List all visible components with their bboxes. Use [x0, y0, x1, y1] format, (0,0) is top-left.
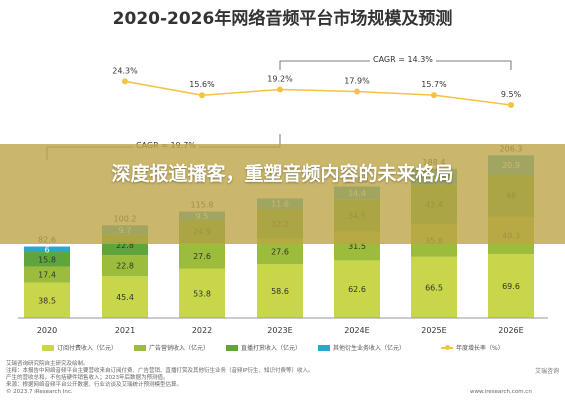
bar-value-label: 31.5 — [348, 242, 366, 251]
x-tick-label: 2025E — [421, 326, 446, 335]
bar-value-label: 27.6 — [271, 247, 289, 256]
bar-value-label: 27.6 — [193, 252, 211, 261]
bar-value-label: 45.4 — [116, 293, 134, 302]
bar-segment — [24, 282, 70, 318]
bar-segment — [24, 266, 70, 283]
growth-rate-label: 9.5% — [501, 90, 522, 99]
bar-segment — [102, 276, 148, 318]
legend-label: 订阅付费收入（亿元） — [57, 345, 118, 352]
legend-swatch — [226, 344, 238, 351]
bar-value-label: 53.8 — [193, 289, 211, 298]
bar-value-label: 38.5 — [38, 296, 56, 305]
growth-line — [124, 80, 512, 106]
legend-item-advertising: 广告营销收入（亿元） — [134, 343, 209, 352]
growth-point — [354, 88, 360, 95]
bar-value-label: 62.6 — [348, 285, 366, 294]
x-tick-label: 2020 — [37, 326, 57, 335]
bar-value-label: 17.4 — [38, 271, 56, 280]
legend-item-other: 其他衍生业务收入（亿元） — [318, 343, 405, 352]
legend-swatch — [318, 344, 330, 351]
legend-item-livestream: 直播打赏收入（亿元） — [226, 343, 301, 352]
bar-value-label: 66.5 — [425, 283, 443, 292]
legend-line-swatch — [441, 344, 453, 350]
overlay-headline: 深度报道播客，重塑音频内容的未来格局 — [111, 163, 454, 185]
website: www.iresearch.com.cn — [470, 389, 532, 395]
logo-text: 艾瑞咨询 — [534, 368, 559, 375]
legend-item-growth: 年度增长率（%） — [441, 343, 504, 352]
bar-segment — [257, 264, 303, 318]
copyright: © 2023.7 iResearch Inc. — [6, 389, 73, 395]
source-note-2: 注释：本报告中网络音频平台主要营收来自订阅付费、广告营销、直播打赏及其他衍生业务… — [6, 368, 314, 374]
bar-segment — [24, 246, 70, 253]
growth-rate-label: 17.9% — [344, 77, 370, 86]
bar-segment — [334, 260, 380, 318]
legend-label: 其他衍生业务收入（亿元） — [333, 345, 406, 352]
growth-rate-label: 24.3% — [112, 66, 138, 75]
bar-value-label: 69.6 — [502, 282, 520, 291]
x-tick-label: 2021 — [115, 326, 135, 335]
growth-point — [277, 86, 283, 93]
bar-segment — [102, 255, 148, 277]
x-tick-label: 2023E — [267, 326, 292, 335]
growth-rate-label: 15.7% — [421, 80, 447, 89]
growth-point — [122, 78, 128, 85]
legend-swatch — [42, 344, 54, 351]
legend-swatch — [134, 344, 146, 351]
growth-rate-label: 19.2% — [267, 74, 293, 83]
legend-label: 直播打赏收入（亿元） — [241, 345, 302, 352]
legend-label: 广告营销收入（亿元） — [149, 345, 210, 352]
legend-item-subscription: 订阅付费收入（亿元） — [42, 343, 117, 352]
bar-value-label: 15.8 — [38, 255, 56, 264]
growth-point — [199, 92, 205, 99]
bar-value-label: 58.6 — [271, 287, 289, 296]
overlay-banner — [0, 144, 565, 244]
x-tick-label: 2024E — [344, 326, 369, 335]
x-tick-label: 2022 — [192, 326, 212, 335]
bar-value-label: 22.8 — [116, 262, 134, 271]
source-note-3: 产生的营收总和，不包括硬件销售收入；2023年后数据为预测值。 — [6, 375, 169, 381]
bar-segment — [488, 253, 534, 318]
growth-rate-label: 15.6% — [189, 80, 215, 89]
growth-point — [431, 92, 437, 99]
growth-point — [508, 102, 514, 108]
source-note-1: 艾瑞咨询研究院自主研究及绘制。 — [6, 361, 89, 367]
bar-value-label: 22.8 — [116, 241, 134, 250]
bar-segment — [411, 256, 457, 318]
bar-value-label: 6 — [44, 245, 49, 254]
chart-title: 2020-2026年网络音频平台市场规模及预测 — [112, 9, 453, 29]
chart-legend: 订阅付费收入（亿元） 广告营销收入（亿元） 直播打赏收入（亿元） 其他衍生业务收… — [6, 343, 565, 357]
source-note-4: 来源：根据网络音频平台公开数据、行业访谈及艾瑞统计预测模型估算。 — [6, 382, 183, 388]
legend-label: 年度增长率（%） — [456, 345, 504, 352]
bar-segment — [24, 252, 70, 267]
cagr-annotation-right: CAGR = 14.3% — [370, 55, 436, 64]
x-tick-label: 2026E — [498, 326, 523, 335]
bar-segment — [179, 243, 225, 269]
bar-segment — [179, 268, 225, 318]
